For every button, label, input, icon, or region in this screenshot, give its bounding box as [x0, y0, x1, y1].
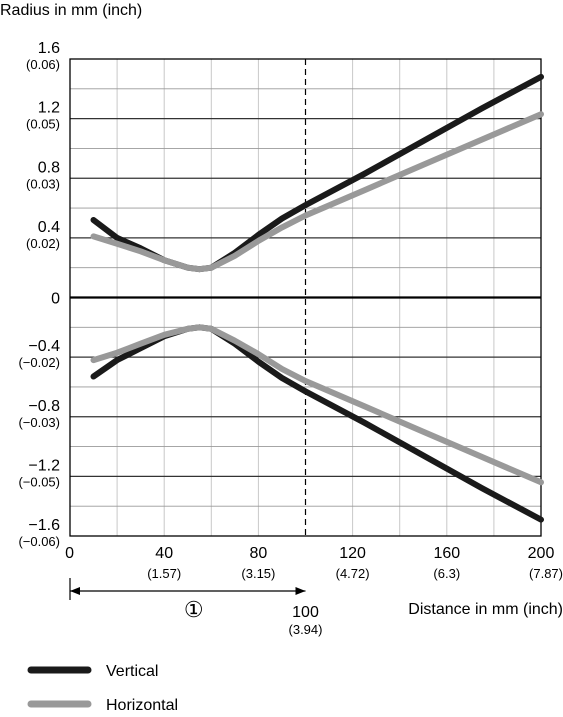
y-tick-sublabel: (−0.03) — [18, 415, 60, 430]
legend-label-vertical: Vertical — [106, 663, 158, 680]
series-line-horizontal-upper — [90, 111, 544, 273]
y-tick-sublabel: (−0.05) — [18, 474, 60, 489]
tick-labels: 1.6(0.06) 1.2(0.05) 0.8(0.03) 0.4(0.02) 0 −0.… — [18, 40, 563, 581]
y-tick-sublabel: (0.03) — [26, 176, 60, 191]
x-tick-label: 80 — [250, 545, 268, 562]
y-tick-sublabel: (0.05) — [26, 117, 60, 132]
axes — [69, 58, 542, 538]
x-tick-label: 200 — [528, 545, 555, 562]
x-tick-label: 160 — [433, 545, 460, 562]
y-tick-label: −0.8 — [28, 398, 60, 415]
x-tick-sublabel: (3.15) — [241, 566, 275, 581]
x-axis-title: Distance in mm (inch) — [408, 601, 563, 618]
series-lines — [90, 73, 544, 523]
y-tick-sublabel: (0.06) — [26, 57, 60, 72]
y-tick-label: −1.2 — [28, 457, 60, 474]
range-arrow-head-left — [70, 587, 80, 595]
y-tick-label: 1.6 — [38, 40, 60, 57]
x-tick-label: 120 — [339, 545, 366, 562]
y-tick-label: −0.4 — [28, 338, 60, 355]
x-tick-sublabel: (6.3) — [433, 566, 460, 581]
annotations: ① 100(3.94) — [69, 578, 323, 637]
series-line-horizontal-lower — [90, 324, 544, 486]
y-tick-label: 0 — [51, 291, 60, 308]
x-tick-sublabel: (4.72) — [336, 566, 370, 581]
y-tick-sublabel: (−0.02) — [18, 355, 60, 370]
x-tick-sublabel: (7.87) — [529, 566, 563, 581]
y-tick-sublabel: (−0.06) — [18, 534, 60, 549]
legend: Vertical Horizontal — [27, 663, 178, 714]
x-tick-label: 0 — [65, 545, 74, 562]
distance-marker-sublabel: (3.94) — [289, 622, 323, 637]
series-line-vertical-lower — [90, 324, 544, 523]
range-label: ① — [184, 597, 204, 622]
y-axis-title: Radius in mm (inch) — [0, 2, 142, 19]
legend-label-horizontal: Horizontal — [106, 697, 178, 714]
series-line-vertical-upper — [90, 73, 544, 273]
y-tick-label: 0.8 — [38, 159, 60, 176]
y-tick-label: 1.2 — [38, 100, 60, 117]
range-arrow-head-right — [295, 587, 306, 595]
distance-marker-label: 100 — [292, 604, 319, 621]
y-tick-label: 0.4 — [38, 219, 60, 236]
x-tick-label: 40 — [155, 545, 173, 562]
x-tick-sublabel: (1.57) — [147, 566, 181, 581]
y-tick-label: −1.6 — [28, 517, 60, 534]
y-tick-sublabel: (0.02) — [26, 236, 60, 251]
